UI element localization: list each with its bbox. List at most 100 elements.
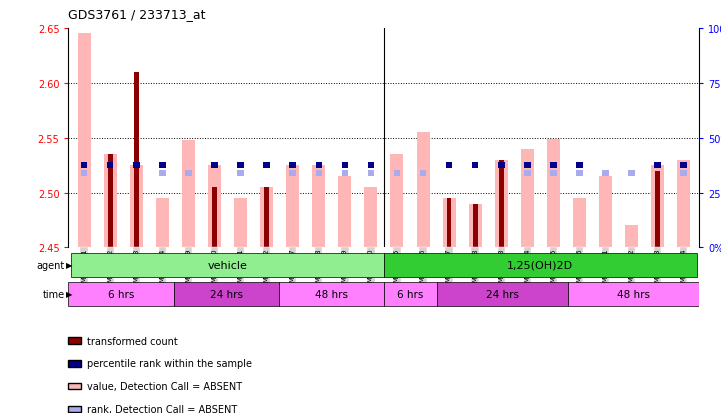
Bar — [260, 188, 273, 248]
Text: GSM400064: GSM400064 — [524, 248, 531, 290]
Bar — [573, 199, 586, 248]
Text: GSM400058: GSM400058 — [472, 248, 478, 290]
Bar — [316, 162, 322, 169]
Text: GSM400052: GSM400052 — [107, 248, 113, 290]
Text: 48 hrs: 48 hrs — [315, 289, 348, 299]
Text: GSM400062: GSM400062 — [264, 248, 270, 290]
Text: 6 hrs: 6 hrs — [397, 289, 423, 299]
Text: GSM400071: GSM400071 — [603, 248, 609, 290]
Bar — [498, 162, 505, 169]
Text: GSM400070: GSM400070 — [368, 248, 374, 290]
Bar — [394, 170, 400, 177]
Bar — [521, 149, 534, 248]
Text: transformed count: transformed count — [87, 336, 177, 346]
Bar — [628, 170, 635, 177]
Bar — [342, 170, 348, 177]
Bar — [130, 166, 143, 248]
Text: 24 hrs: 24 hrs — [486, 289, 518, 299]
Bar — [550, 162, 557, 169]
Text: GSM400055: GSM400055 — [394, 248, 400, 290]
Bar — [681, 170, 687, 177]
Bar — [384, 282, 436, 306]
Text: vehicle: vehicle — [208, 260, 247, 271]
Bar — [469, 204, 482, 248]
Bar — [289, 170, 296, 177]
Bar — [265, 188, 269, 248]
Text: ▶: ▶ — [66, 261, 72, 270]
Bar — [107, 162, 113, 169]
Text: GSM400065: GSM400065 — [550, 248, 557, 290]
Bar — [234, 199, 247, 248]
Text: 1,25(OH)2D: 1,25(OH)2D — [508, 260, 573, 271]
Text: GSM400073: GSM400073 — [655, 248, 660, 290]
Text: percentile rank within the sample: percentile rank within the sample — [87, 358, 252, 368]
Text: GSM400059: GSM400059 — [185, 248, 191, 290]
Bar — [625, 226, 638, 248]
Bar — [568, 282, 699, 306]
Bar — [338, 177, 351, 248]
Bar — [237, 162, 244, 169]
Bar — [550, 170, 557, 177]
Text: rank, Detection Call = ABSENT: rank, Detection Call = ABSENT — [87, 404, 236, 413]
Bar — [174, 282, 279, 306]
Bar — [71, 253, 384, 278]
Bar — [185, 170, 192, 177]
Text: GSM400063: GSM400063 — [498, 248, 504, 290]
Bar — [447, 199, 451, 248]
Bar — [547, 140, 560, 248]
Text: GSM400061: GSM400061 — [237, 248, 244, 290]
Bar — [78, 34, 91, 248]
Bar — [368, 162, 374, 169]
Bar — [473, 204, 477, 248]
Bar — [681, 162, 687, 169]
Text: ▶: ▶ — [66, 290, 72, 299]
Bar — [108, 155, 112, 248]
Bar — [677, 160, 690, 248]
Bar — [599, 177, 612, 248]
Bar — [576, 170, 583, 177]
Bar — [651, 166, 664, 248]
Bar — [212, 188, 217, 248]
Text: 6 hrs: 6 hrs — [108, 289, 134, 299]
Text: 24 hrs: 24 hrs — [210, 289, 243, 299]
Bar — [446, 162, 452, 169]
Bar — [182, 140, 195, 248]
Bar — [104, 155, 117, 248]
Bar — [524, 170, 531, 177]
Bar — [495, 160, 508, 248]
Text: GSM400072: GSM400072 — [629, 248, 634, 290]
Text: GSM400067: GSM400067 — [290, 248, 296, 290]
Bar — [208, 166, 221, 248]
Bar — [263, 162, 270, 169]
Text: GSM400066: GSM400066 — [577, 248, 583, 290]
Bar — [81, 162, 87, 169]
Text: GSM400074: GSM400074 — [681, 248, 686, 290]
Bar — [237, 170, 244, 177]
Text: agent: agent — [37, 260, 65, 271]
Bar — [655, 162, 661, 169]
Bar — [499, 160, 503, 248]
Bar — [342, 162, 348, 169]
Text: GSM400051: GSM400051 — [81, 248, 87, 290]
Bar — [655, 171, 660, 248]
Bar — [134, 73, 138, 248]
Bar — [443, 199, 456, 248]
Bar — [289, 162, 296, 169]
Bar — [368, 170, 374, 177]
Bar — [316, 170, 322, 177]
Bar — [472, 162, 479, 169]
Text: time: time — [43, 289, 65, 299]
Text: 48 hrs: 48 hrs — [617, 289, 650, 299]
Text: GSM400054: GSM400054 — [159, 248, 165, 290]
Bar — [602, 170, 609, 177]
Bar — [364, 188, 377, 248]
Text: GSM400068: GSM400068 — [316, 248, 322, 290]
Bar — [286, 166, 299, 248]
Bar — [391, 155, 404, 248]
Bar — [384, 253, 696, 278]
Bar — [159, 162, 166, 169]
Text: GSM400056: GSM400056 — [420, 248, 426, 290]
Bar — [156, 199, 169, 248]
Bar — [81, 170, 87, 177]
Bar — [420, 170, 426, 177]
